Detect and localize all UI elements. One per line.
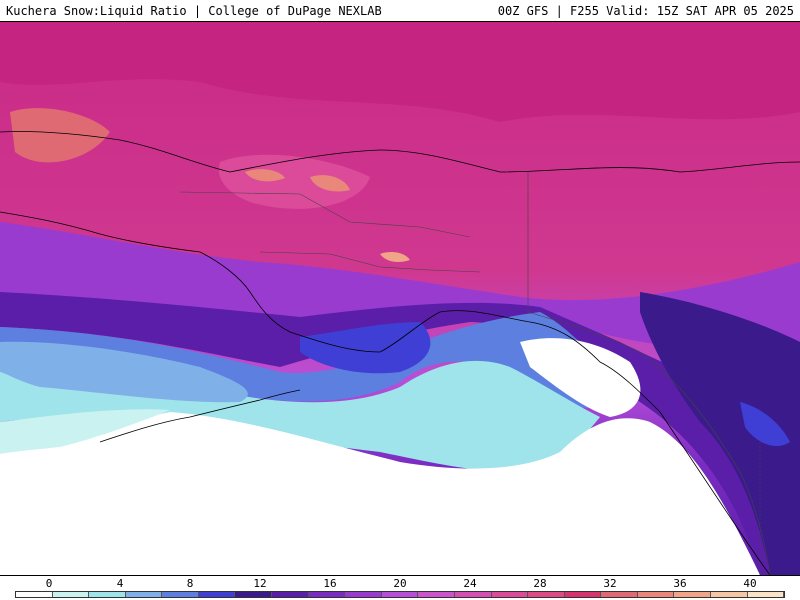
field-bering-blue: [0, 341, 248, 403]
legend-tick: 24: [463, 577, 477, 590]
field-salmon-yukon: [245, 169, 285, 182]
legend-tick: 0: [45, 577, 53, 590]
color-legend: 0 4 8 12 16 20 24 28 32 36 40: [0, 575, 800, 600]
field-salmon-interior: [310, 175, 350, 192]
map-panel[interactable]: [0, 22, 800, 575]
field-salmon-west: [10, 108, 110, 163]
field-purple-band: [0, 222, 800, 362]
legend-swatch: [637, 592, 675, 597]
legend-swatch: [52, 592, 90, 597]
legend-tick: 20: [393, 577, 407, 590]
title-bar: Kuchera Snow:Liquid Ratio | College of D…: [0, 0, 800, 22]
field-coastal-blue: [740, 402, 790, 447]
legend-swatch: [89, 592, 126, 597]
coastlines: [0, 131, 800, 575]
legend-swatch: [125, 592, 163, 597]
legend-swatch: [564, 592, 602, 597]
legend-color-bar: [15, 591, 785, 598]
model-run-valid-time: 00Z GFS | F255 Valid: 15Z SAT APR 05 202…: [497, 4, 794, 18]
legend-tick: 8: [186, 577, 194, 590]
field-coastal-range-purple: [640, 292, 800, 575]
snow-ratio-map: [0, 22, 800, 575]
field-low-ratio-ocean: [0, 412, 760, 575]
legend-tick: 36: [673, 577, 687, 590]
legend-tick: 12: [253, 577, 267, 590]
legend-swatch: [381, 592, 419, 597]
legend-swatch: [235, 592, 273, 597]
legend-swatch: [747, 592, 785, 597]
field-salmon-alaskarange: [380, 252, 410, 262]
political-borders: [179, 172, 771, 575]
legend-swatch: [491, 592, 529, 597]
legend-swatch: [198, 592, 236, 597]
product-title: Kuchera Snow:Liquid Ratio | College of D…: [6, 4, 382, 18]
legend-swatch: [308, 592, 346, 597]
field-interior-pink: [218, 154, 370, 209]
legend-swatch: [454, 592, 492, 597]
legend-swatch: [345, 592, 382, 597]
legend-swatch: [16, 592, 53, 597]
legend-tick: 40: [743, 577, 757, 590]
legend-swatch: [162, 592, 199, 597]
field-cook-inlet-blue: [300, 322, 431, 374]
legend-tick-labels: 0 4 8 12 16 20 24 28 32 36 40: [0, 576, 800, 590]
legend-swatch: [674, 592, 711, 597]
legend-tick: 16: [323, 577, 337, 590]
field-white-gulf-east: [520, 338, 641, 417]
legend-swatch: [528, 592, 565, 597]
legend-swatch: [601, 592, 638, 597]
legend-tick: 28: [533, 577, 547, 590]
legend-tick: 4: [116, 577, 124, 590]
legend-swatch: [418, 592, 455, 597]
field-pale-cyan-west: [0, 409, 170, 454]
field-blue-band: [0, 312, 620, 408]
legend-tick: 32: [603, 577, 617, 590]
legend-swatch: [710, 592, 748, 597]
field-north-band: [0, 22, 800, 122]
legend-swatch: [272, 592, 309, 597]
